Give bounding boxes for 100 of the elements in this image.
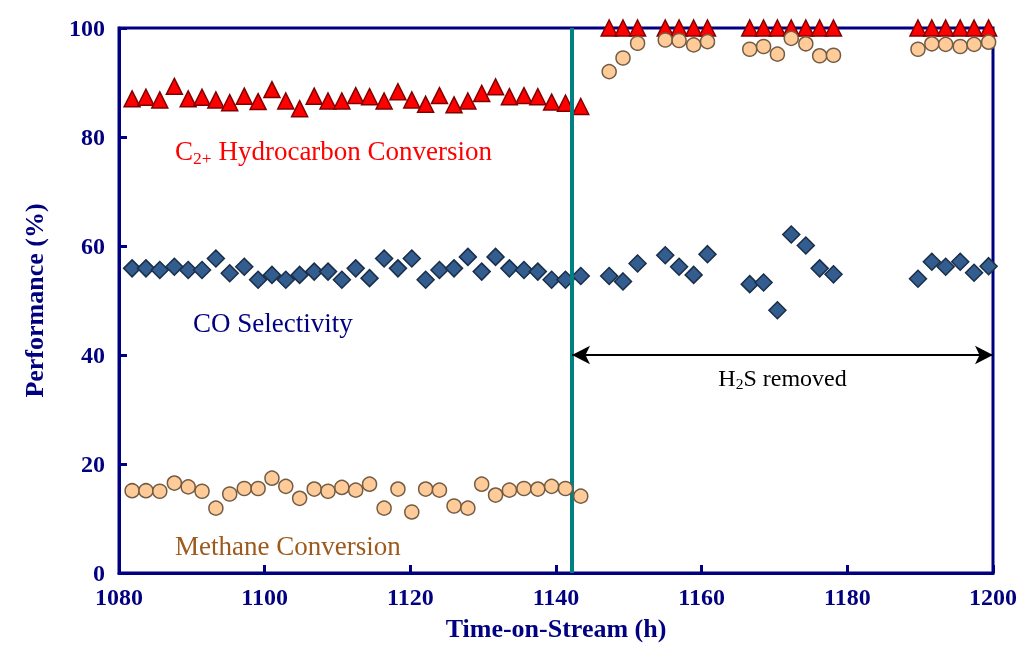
point <box>768 301 787 320</box>
point <box>965 19 983 37</box>
point <box>810 259 829 278</box>
point <box>235 87 254 105</box>
point <box>460 500 476 516</box>
point <box>346 86 365 105</box>
point <box>671 32 687 49</box>
point <box>278 478 294 495</box>
point <box>206 249 226 268</box>
point <box>431 482 448 498</box>
point <box>137 88 155 106</box>
point <box>628 254 647 273</box>
point <box>347 482 364 498</box>
point <box>346 259 365 278</box>
point <box>334 479 350 496</box>
point <box>824 265 843 284</box>
point <box>656 246 675 265</box>
point <box>221 486 238 502</box>
y-tick-label: 20 <box>81 451 105 477</box>
point <box>220 264 239 283</box>
point <box>825 47 842 63</box>
point <box>124 482 140 499</box>
point <box>543 478 560 495</box>
point <box>318 262 338 281</box>
point <box>798 36 814 52</box>
point <box>290 265 309 285</box>
point <box>600 19 618 37</box>
point <box>923 19 941 37</box>
point <box>601 63 617 80</box>
point <box>262 265 282 285</box>
point <box>236 480 253 497</box>
point <box>966 36 982 53</box>
point <box>755 38 772 55</box>
point <box>388 259 408 278</box>
point <box>811 48 828 64</box>
point <box>936 257 955 276</box>
point <box>557 480 574 497</box>
point <box>742 41 758 57</box>
point <box>152 483 168 499</box>
point <box>937 36 954 53</box>
point <box>769 46 786 62</box>
point <box>402 249 422 268</box>
point <box>403 91 421 109</box>
point <box>529 87 547 106</box>
point <box>306 481 322 497</box>
point <box>810 19 829 37</box>
point <box>629 35 646 52</box>
x-tick-label: 1180 <box>823 584 871 610</box>
point <box>430 260 449 280</box>
point <box>530 481 546 497</box>
point <box>740 19 759 37</box>
point <box>797 19 815 37</box>
point <box>458 247 478 267</box>
point <box>910 41 926 57</box>
point <box>754 19 773 37</box>
point <box>614 19 632 37</box>
y-tick-label: 40 <box>81 342 105 368</box>
point <box>165 77 184 96</box>
point <box>150 260 170 280</box>
point <box>952 38 968 55</box>
point <box>472 262 491 281</box>
point <box>416 270 435 290</box>
point <box>179 90 197 108</box>
point <box>657 32 673 48</box>
point <box>333 92 351 110</box>
point <box>684 19 703 37</box>
point <box>782 225 801 244</box>
point <box>473 476 490 492</box>
point <box>615 50 631 66</box>
point <box>277 92 295 110</box>
x-tick-label: 1140 <box>532 584 580 610</box>
series-label: Methane Conversion <box>175 530 402 561</box>
point <box>669 257 689 276</box>
point <box>979 256 998 276</box>
point <box>250 480 266 497</box>
point <box>515 86 533 105</box>
point <box>166 475 183 491</box>
point <box>404 504 420 520</box>
point <box>924 36 940 52</box>
point <box>571 266 591 286</box>
point <box>824 19 843 37</box>
point <box>375 92 393 110</box>
point <box>305 87 323 105</box>
point <box>542 93 561 111</box>
point <box>684 265 703 285</box>
point <box>572 97 590 116</box>
y-tick-label: 60 <box>81 233 105 259</box>
point <box>249 92 267 111</box>
x-tick-label: 1120 <box>386 584 434 610</box>
x-tick-label: 1100 <box>241 584 289 610</box>
x-tick-label: 1200 <box>969 584 1017 610</box>
point <box>165 257 184 276</box>
point <box>613 272 633 291</box>
point <box>486 78 505 96</box>
x-axis-title: Time-on-Stream (h) <box>445 613 667 643</box>
point <box>304 262 324 281</box>
y-tick-label: 100 <box>69 15 105 41</box>
point <box>685 37 702 53</box>
point <box>376 500 392 516</box>
point <box>374 249 394 268</box>
